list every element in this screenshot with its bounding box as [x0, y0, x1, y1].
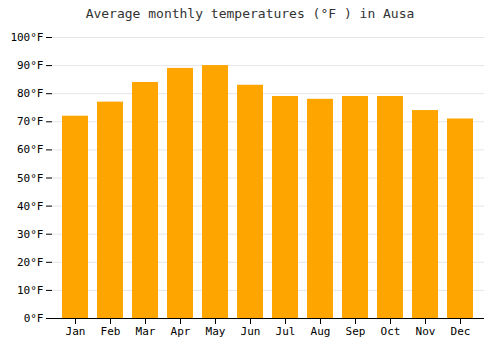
- svg-text:100°F: 100°F: [10, 31, 43, 44]
- svg-text:Oct: Oct: [381, 325, 401, 338]
- svg-text:80°F: 80°F: [17, 87, 44, 100]
- svg-text:Jul: Jul: [276, 325, 296, 338]
- svg-text:50°F: 50°F: [17, 172, 44, 185]
- svg-text:Feb: Feb: [101, 325, 121, 338]
- svg-text:Mar: Mar: [136, 325, 156, 338]
- svg-text:10°F: 10°F: [17, 284, 44, 297]
- svg-text:90°F: 90°F: [17, 59, 44, 72]
- svg-text:May: May: [206, 325, 226, 338]
- svg-text:Nov: Nov: [416, 325, 436, 338]
- svg-text:0°F: 0°F: [24, 312, 44, 325]
- svg-text:Aug: Aug: [311, 325, 331, 338]
- svg-text:70°F: 70°F: [17, 115, 44, 128]
- svg-text:20°F: 20°F: [17, 256, 44, 269]
- svg-text:40°F: 40°F: [17, 200, 44, 213]
- svg-text:Jan: Jan: [66, 325, 86, 338]
- svg-text:Apr: Apr: [171, 325, 191, 338]
- svg-text:Sep: Sep: [346, 325, 366, 338]
- svg-text:60°F: 60°F: [17, 143, 44, 156]
- html-text:Average monthly temperatures (: Average monthly temperatures (°F ) in Au…: [85, 6, 415, 21]
- svg-text:Jun: Jun: [241, 325, 261, 338]
- svg-text:30°F: 30°F: [17, 228, 44, 241]
- svg-text:Dec: Dec: [451, 325, 471, 338]
